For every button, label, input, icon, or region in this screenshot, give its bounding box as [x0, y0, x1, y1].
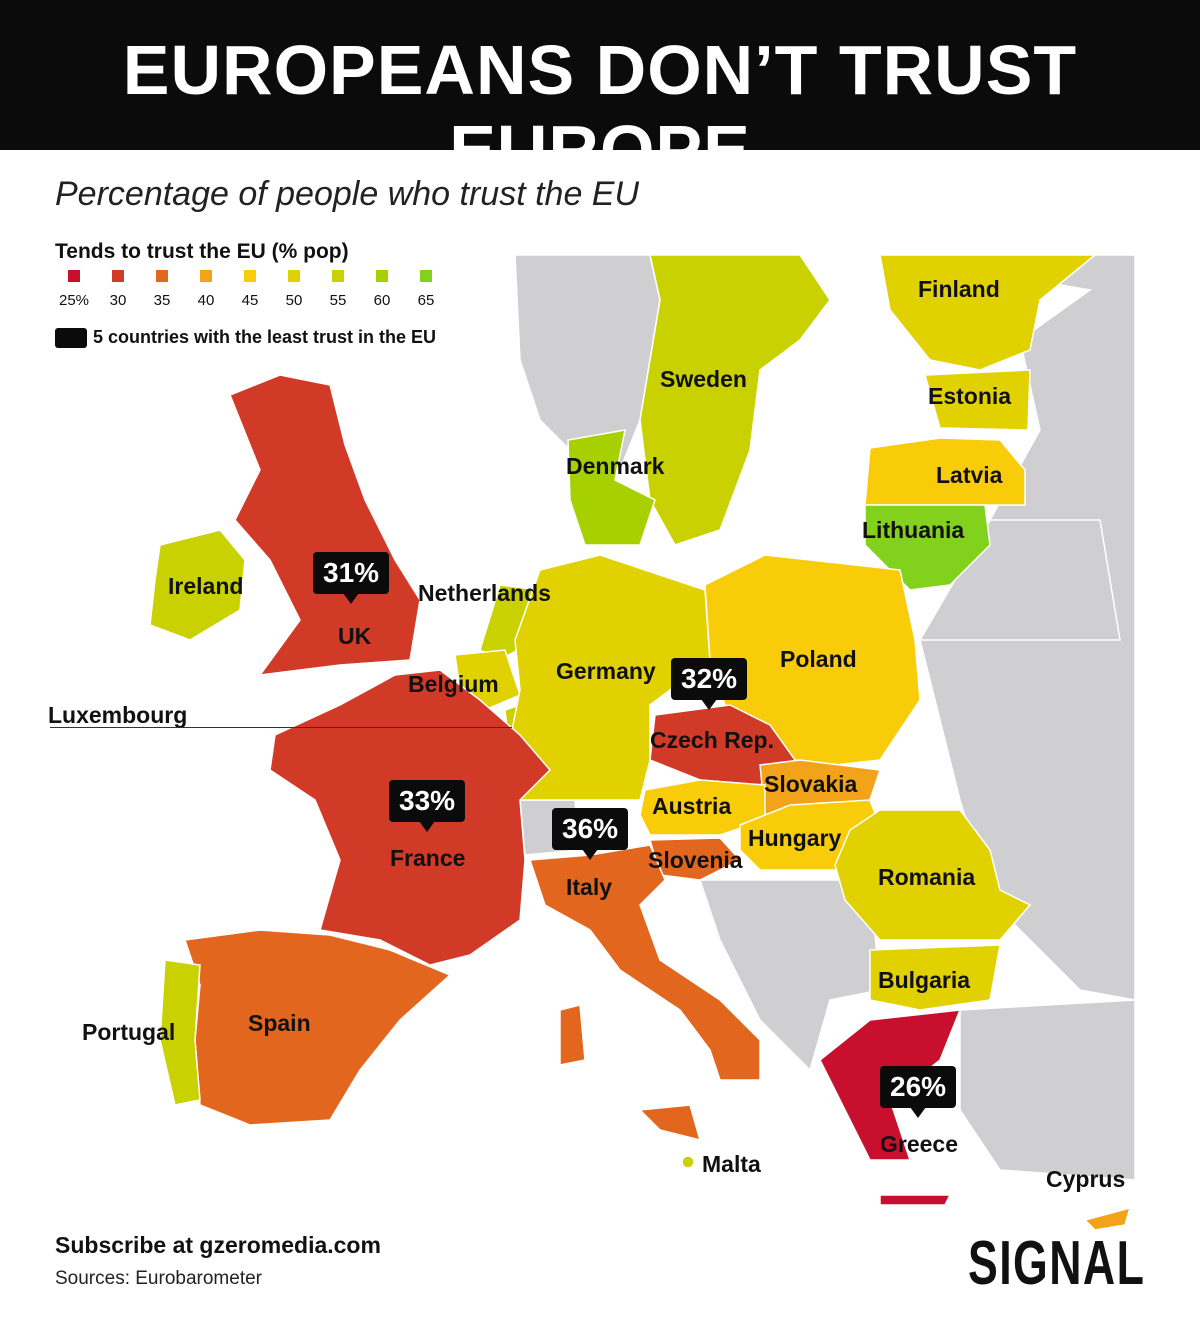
legend-swatch: [112, 270, 124, 282]
label-latvia: Latvia: [936, 462, 1003, 488]
subtitle: Percentage of people who trust the EU: [55, 175, 640, 213]
label-spain: Spain: [248, 1010, 311, 1036]
legend-tick: 60: [373, 292, 391, 309]
callout-legend-text: 5 countries with the least trust in the …: [93, 327, 437, 347]
legend-swatch: [68, 270, 80, 282]
subscribe-text: Subscribe at gzeromedia.com: [55, 1232, 381, 1258]
legend-tick: 40: [197, 292, 215, 309]
callout-legend: 5 countries with the least trust in the …: [55, 327, 437, 349]
europe-map: [149, 254, 1136, 1230]
page-title: EUROPEANS DON’T TRUST EUROPE: [122, 31, 1078, 189]
label-belgium: Belgium: [408, 671, 499, 697]
country-cyprus: [1083, 1206, 1132, 1230]
label-malta: Malta: [702, 1151, 761, 1177]
legend-tick: 25%: [58, 292, 90, 309]
country-sardinia: [559, 1004, 586, 1066]
sources-text: Sources: Eurobarometer: [55, 1268, 262, 1289]
label-greece: Greece: [880, 1131, 959, 1157]
country-spain: [184, 929, 452, 1126]
label-poland: Poland: [780, 646, 857, 672]
legend-swatch: [200, 270, 212, 282]
land-turkey: [959, 999, 1136, 1181]
legend-swatch: [156, 270, 168, 282]
label-germany: Germany: [556, 658, 656, 684]
legend-tick: 30: [109, 292, 127, 309]
country-malta: [681, 1155, 695, 1169]
legend-swatch: [332, 270, 344, 282]
label-bulgaria: Bulgaria: [878, 967, 971, 993]
label-finland: Finland: [918, 276, 1000, 302]
legend-tick: 35: [153, 292, 171, 309]
label-austria: Austria: [652, 793, 732, 819]
country-italy: [528, 844, 761, 1081]
label-slovakia: Slovakia: [764, 771, 858, 797]
legend-swatch: [420, 270, 432, 282]
callout-czech: 32%: [671, 658, 748, 710]
label-slovenia: Slovenia: [648, 847, 743, 873]
callout-italy: 36%: [552, 808, 629, 860]
land-belarus: [918, 519, 1121, 641]
country-finland: [879, 254, 1098, 371]
label-netherlands: Netherlands: [418, 580, 551, 606]
legend-tick: 65: [417, 292, 435, 309]
legend-tick: 50: [285, 292, 303, 309]
callout-uk: 31%: [313, 552, 390, 604]
callout-france: 33%: [389, 780, 466, 832]
country-estonia: [924, 369, 1031, 431]
label-romania: Romania: [878, 864, 976, 890]
title-banner: EUROPEANS DON’T TRUST EUROPE: [0, 0, 1200, 189]
label-lithuania: Lithuania: [862, 517, 965, 543]
country-bulgaria: [869, 944, 1001, 1011]
luxembourg-leader-line: [50, 727, 512, 728]
legend-tick: 45: [241, 292, 259, 309]
label-france: France: [390, 845, 466, 871]
country-ireland: [149, 529, 246, 641]
label-estonia: Estonia: [928, 383, 1012, 409]
label-denmark: Denmark: [566, 453, 665, 479]
callout-bubble-icon: [55, 328, 87, 349]
country-denmark: [567, 429, 656, 546]
label-cyprus: Cyprus: [1046, 1166, 1126, 1192]
legend-swatch: [244, 270, 256, 282]
country-sweden: [639, 254, 831, 546]
label-italy: Italy: [566, 874, 613, 900]
legend-swatch: [376, 270, 388, 282]
label-luxembourg: Luxembourg: [48, 702, 188, 728]
legend-swatch: [288, 270, 300, 282]
signal-logo: SIGNAL: [968, 1229, 1146, 1298]
country-uk: [229, 374, 421, 676]
label-portugal: Portugal: [82, 1019, 176, 1045]
label-hungary: Hungary: [748, 825, 842, 851]
country-portugal: [159, 959, 201, 1106]
label-czech: Czech Rep.: [650, 727, 774, 753]
callout-greece: 26%: [880, 1066, 957, 1118]
label-uk: UK: [338, 623, 372, 649]
label-ireland: Ireland: [168, 573, 244, 599]
label-sweden: Sweden: [660, 366, 747, 392]
country-sicily: [638, 1104, 702, 1142]
country-lithuania: [864, 504, 991, 591]
country-crete: [879, 1194, 952, 1206]
legend-title: Tends to trust the EU (% pop): [55, 240, 349, 263]
country-romania: [834, 809, 1032, 941]
legend-tick: 55: [329, 292, 347, 309]
legend-scale: 25% 30 35 40 45 50 55 60 65: [52, 270, 434, 315]
